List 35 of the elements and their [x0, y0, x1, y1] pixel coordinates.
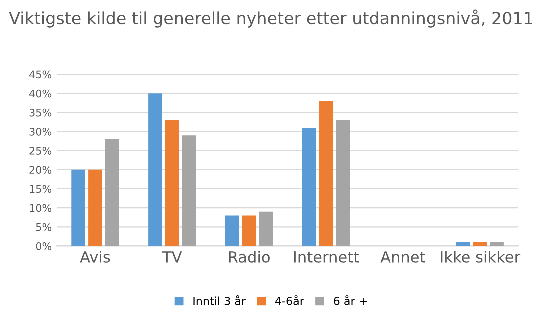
y-tick-label: 10%: [30, 204, 52, 212]
y-tick-label: 30%: [30, 128, 52, 136]
x-tick-label: Internett: [294, 252, 360, 263]
chart-title: Viktigste kilde til generelle nyheter etter utdanningsnivå, 2011: [9, 10, 532, 28]
bar: [259, 212, 274, 246]
bar: [225, 216, 240, 246]
bar: [165, 120, 180, 246]
bar: [319, 101, 334, 246]
legend-label: 6 år +: [334, 295, 367, 306]
y-tick-label: 5%: [36, 223, 52, 232]
y-tick-label: 20%: [30, 166, 52, 174]
bar: [456, 242, 470, 246]
y-tick-label: 45%: [30, 70, 52, 79]
y-tick-label: 0%: [36, 242, 52, 250]
x-tick-label: Radio: [229, 251, 270, 263]
bar: [473, 242, 488, 246]
y-tick-label: 35%: [30, 108, 52, 117]
bar: [302, 128, 316, 246]
bar: [72, 170, 86, 246]
y-tick-label: 15%: [30, 185, 52, 194]
bar: [242, 216, 256, 246]
y-tick-label: 40%: [30, 90, 52, 98]
x-tick-label: Avis: [80, 251, 110, 263]
bar: [182, 136, 196, 246]
legend-label: 4-6år: [275, 295, 304, 306]
y-tick-label: 25%: [30, 147, 52, 155]
x-tick-label: Ikke sikker: [441, 251, 521, 263]
bar: [490, 242, 504, 246]
bar: [148, 94, 162, 246]
bar: [336, 120, 350, 246]
x-tick-label: Annet: [380, 252, 426, 263]
x-tick-label: TV: [162, 252, 182, 263]
bar: [88, 170, 102, 246]
legend-label: Inntil 3 år: [194, 295, 246, 306]
bar: [105, 139, 120, 246]
